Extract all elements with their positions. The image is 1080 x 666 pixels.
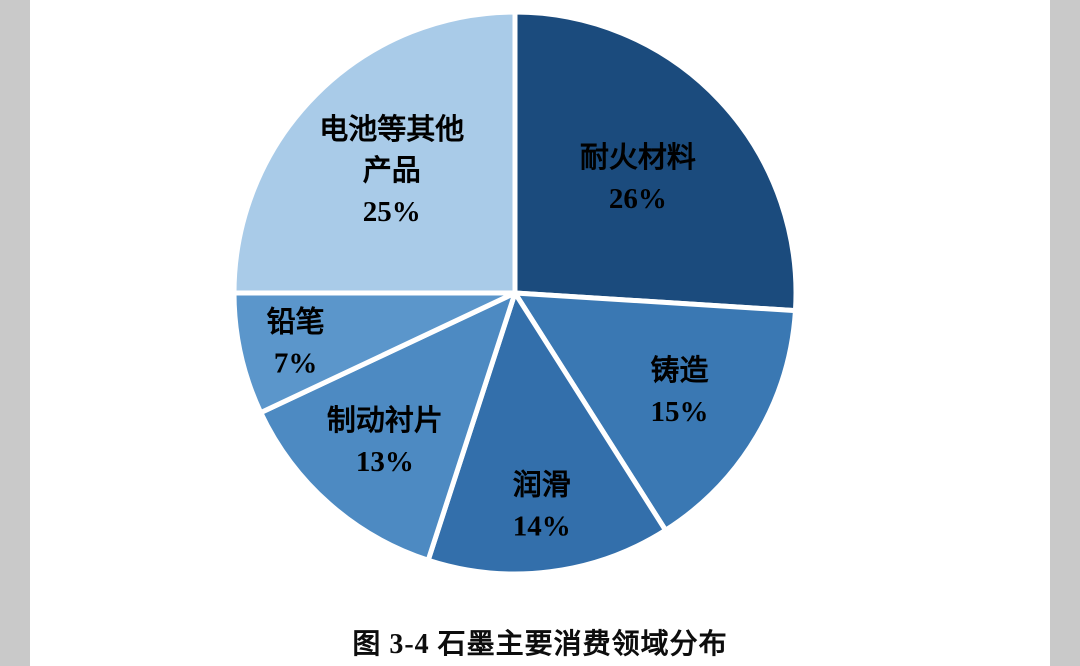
figure-caption: 图 3-4 石墨主要消费领域分布 [352, 629, 728, 660]
pie-slice-label-2: 润滑 14% [513, 467, 571, 542]
right-gutter [1050, 0, 1080, 666]
pie-slice-label-1: 铸造 15% [650, 354, 708, 428]
pie-slice-label-5: 电池等其他产品 25% [319, 112, 464, 228]
pie-slice-2 [425, 290, 669, 577]
pie-slice-3 [258, 290, 518, 563]
pie-slice-label-4: 铅笔 7% [267, 306, 325, 380]
pie-chart-svg: 耐火材料 26% 铸造 15% 润滑 14% 制动衬片 13%铅笔 7% 电池等其他产品 25% [231, 9, 799, 577]
pie-slice-0 [512, 9, 799, 314]
pie-slice-1 [512, 290, 798, 533]
pie-slice-5 [231, 9, 518, 296]
pie-chart-figure: 耐火材料 26% 铸造 15% 润滑 14% 制动衬片 13% 铅笔 7% 电池等其他产品 25% 图… [30, 0, 1050, 666]
left-gutter [0, 0, 30, 666]
pie-slice-label-0: 耐火材料 26% [580, 141, 696, 215]
pie-slice-label-3: 制动衬片 13% [327, 404, 443, 478]
